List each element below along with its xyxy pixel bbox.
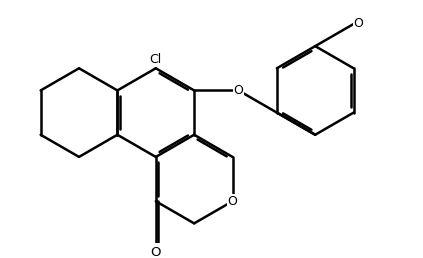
Text: O: O (228, 195, 237, 208)
Text: O: O (151, 246, 161, 258)
Text: Cl: Cl (150, 53, 162, 66)
Text: O: O (233, 84, 243, 97)
Text: O: O (354, 17, 363, 29)
